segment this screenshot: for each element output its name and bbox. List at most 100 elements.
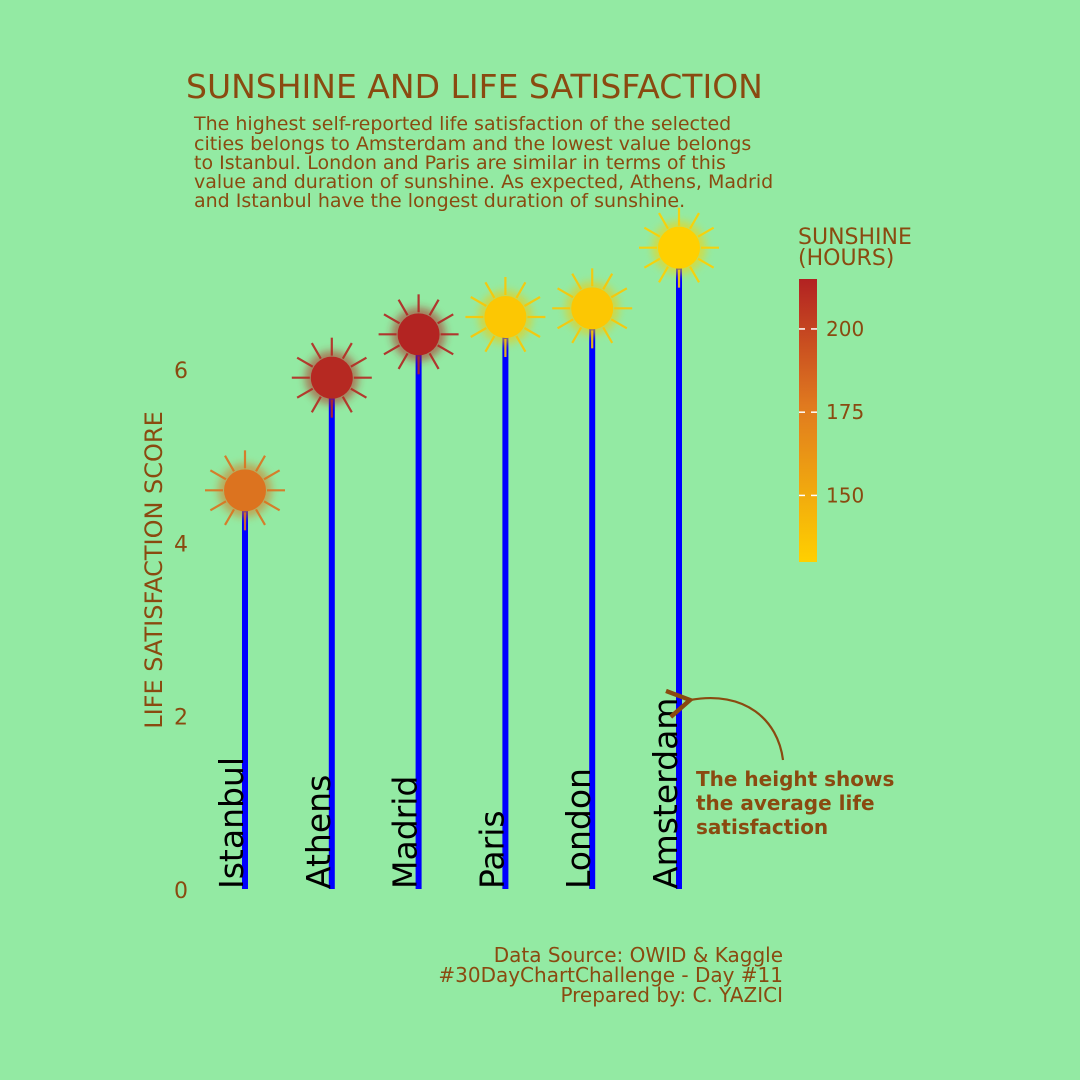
sun-ray	[383, 313, 401, 325]
colorbar-title-line: (HOURS)	[798, 246, 894, 271]
colorbar-tick-label: 200	[826, 317, 864, 341]
sun-icon	[639, 207, 719, 288]
sun-core	[224, 469, 266, 512]
sun-core	[658, 226, 700, 269]
annotation-line: satisfaction	[696, 815, 828, 839]
sun-ray	[296, 356, 314, 368]
sun-markers	[205, 207, 719, 531]
sun-icon	[465, 277, 546, 357]
sun-ray	[209, 469, 227, 481]
sun-ray	[484, 335, 496, 353]
chart-subtitle: The highest self-reported life satisfact…	[193, 113, 773, 212]
category-labels: Istanbul Athens Madrid Paris London Amsterdam	[212, 698, 685, 889]
sun-core	[310, 356, 353, 399]
sun-ray	[602, 273, 614, 290]
subtitle-line: value and duration of sunshine. As expec…	[194, 171, 773, 193]
sun-ray	[341, 396, 353, 413]
y-tick-label: 0	[174, 879, 188, 904]
sun-ray	[470, 296, 487, 307]
sun-ray	[310, 396, 322, 413]
colorbar: SUNSHINE (HOURS) 150 175 200	[798, 225, 912, 562]
sun-ray	[697, 226, 715, 238]
sun-ray	[515, 281, 527, 299]
annotation-line: the average life	[696, 791, 875, 815]
y-tick-label: 6	[174, 359, 188, 384]
chart-title: SUNSHINE AND LIFE SATISFACTION	[186, 67, 763, 106]
sun-ray	[470, 327, 487, 338]
sun-ray	[263, 469, 281, 481]
sun-ray	[643, 226, 661, 238]
y-tick-label: 4	[174, 532, 188, 557]
sun-ray	[350, 356, 367, 368]
sun-ray	[397, 299, 409, 316]
subtitle-line: The highest self-reported life satisfact…	[193, 113, 731, 135]
colorbar-gradient	[799, 279, 817, 562]
category-label: Amsterdam	[646, 698, 685, 889]
sun-ray	[383, 344, 401, 356]
category-label: Paris	[472, 810, 511, 889]
y-tick-label: 2	[174, 706, 188, 731]
sun-ray	[310, 342, 322, 360]
colorbar-tick-label: 175	[826, 400, 864, 424]
category-label: Istanbul	[212, 757, 251, 889]
sun-ray	[224, 455, 235, 472]
sun-core	[484, 296, 527, 338]
subtitle-line: cities belongs to Amsterdam and the lowe…	[194, 133, 751, 155]
sun-ray	[437, 313, 454, 325]
sun-ray	[523, 296, 541, 307]
sun-icon	[552, 268, 633, 349]
sun-ray	[484, 281, 496, 299]
sun-ray	[571, 273, 583, 290]
sun-ray	[557, 287, 574, 299]
sun-core	[571, 287, 614, 330]
lollipop-stems	[242, 247, 682, 889]
sun-ray	[557, 318, 574, 330]
colorbar-ticks: 150 175 200	[799, 317, 864, 507]
sun-ray	[610, 287, 628, 299]
sun-ray	[697, 257, 715, 269]
category-label: Madrid	[386, 776, 425, 889]
sun-ray	[437, 344, 454, 356]
sun-ray	[224, 508, 235, 526]
sun-ray	[689, 266, 700, 283]
footer-line: #30DayChartChallenge - Day #11	[438, 963, 783, 987]
annotation: The height shows the average life satisf…	[665, 688, 894, 839]
sun-ray	[658, 266, 669, 283]
sun-ray	[296, 387, 314, 399]
sun-ray	[255, 455, 266, 472]
footer-line: Prepared by: C. YAZICI	[560, 983, 783, 1007]
footer-line: Data Source: OWID & Kaggle	[494, 943, 783, 967]
sun-core	[397, 313, 440, 356]
sun-ray	[428, 299, 440, 316]
subtitle-line: to Istanbul. London and Paris are simila…	[194, 152, 726, 174]
sun-icon	[205, 450, 285, 531]
colorbar-tick-label: 150	[826, 483, 864, 507]
sun-ray	[350, 387, 367, 399]
sun-ray	[341, 342, 353, 360]
sun-ray	[643, 257, 661, 269]
annotation-line: The height shows	[696, 767, 894, 791]
sun-icon	[378, 294, 459, 375]
sun-ray	[255, 508, 266, 526]
sun-ray	[610, 318, 628, 330]
subtitle-line: and Istanbul have the longest duration o…	[194, 190, 685, 212]
sun-ray	[263, 500, 281, 512]
sun-ray	[658, 212, 669, 230]
sun-ray	[397, 352, 409, 370]
category-label: Athens	[299, 775, 338, 889]
annotation-arrow	[665, 688, 785, 761]
sun-ray	[523, 327, 541, 338]
sun-ray	[602, 326, 614, 344]
sun-ray	[209, 500, 227, 512]
sun-ray	[689, 212, 700, 230]
category-label: London	[559, 768, 598, 889]
y-axis-ticks: 0 2 4 6	[174, 359, 188, 904]
colorbar-title-line: SUNSHINE	[798, 225, 912, 250]
sun-ray	[571, 326, 583, 344]
sun-ray	[428, 352, 440, 370]
sun-ray	[515, 335, 527, 353]
footer-credits: Data Source: OWID & Kaggle #30DayChartCh…	[438, 943, 783, 1007]
y-axis-label: LIFE SATISFACTION SCORE	[140, 411, 168, 729]
sun-icon	[291, 337, 372, 418]
